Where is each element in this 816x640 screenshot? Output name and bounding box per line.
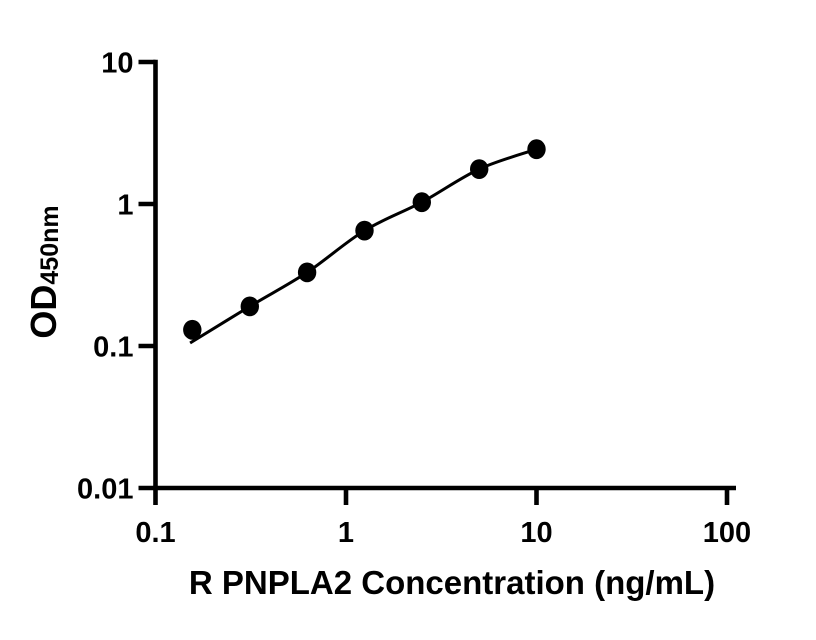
y-tick-label: 0.1 [93, 332, 133, 364]
y-axis-title-main: OD [23, 284, 64, 339]
y-tick-label: 10 [101, 48, 133, 80]
x-tick-label: 0.1 [135, 517, 175, 549]
data-point-marker [297, 262, 317, 283]
data-point-marker [240, 296, 259, 317]
x-tick-label: 1 [338, 517, 354, 549]
x-tick-label: 100 [703, 517, 751, 549]
y-tick-label: 0.01 [77, 474, 133, 506]
y-axis-title-subscript: 450nm [36, 205, 64, 285]
y-tick-label: 1 [117, 190, 133, 222]
data-point-marker [470, 159, 489, 180]
data-point-marker [355, 220, 374, 241]
fit-curve-line [189, 147, 538, 345]
x-axis-title: R PNPLA2 Concentration (ng/mL) [188, 564, 716, 601]
x-tick-label: 10 [520, 517, 552, 549]
data-point-marker [527, 139, 546, 160]
data-point-marker [412, 192, 431, 213]
y-axis-title: OD450nm [19, 162, 69, 382]
data-point-marker [183, 319, 202, 340]
